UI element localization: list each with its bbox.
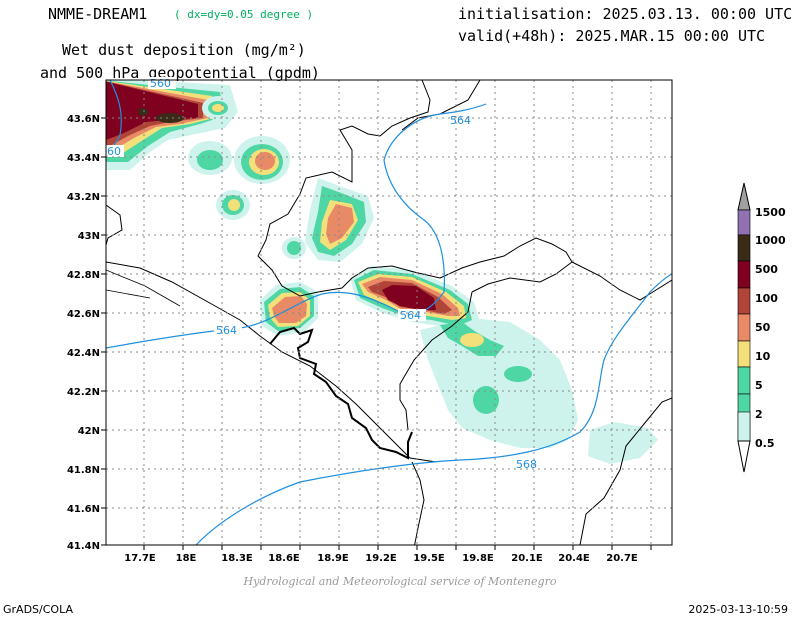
- lon-label: 20.7E: [606, 553, 638, 564]
- map-title-line2: and 500 hPa geopotential (gpdm): [40, 64, 320, 82]
- lon-label: 18.3E: [221, 553, 253, 564]
- colorbar-label: 50: [755, 321, 771, 334]
- contour-label-568: 568: [516, 458, 537, 471]
- colorbar-label: 500: [755, 263, 778, 276]
- lat-label: 43.2N: [67, 192, 100, 203]
- lon-label: 20.1E: [511, 553, 543, 564]
- lon-label: 20.4E: [558, 553, 590, 564]
- map-gridlines: [106, 80, 672, 545]
- lat-label: 42.2N: [67, 387, 100, 398]
- lat-label: 42.6N: [67, 309, 100, 320]
- map-title-line1: Wet dust deposition (mg/m²): [62, 41, 306, 59]
- coastline-and-borders: [106, 80, 672, 545]
- dust-blob-small-2: [234, 136, 290, 184]
- generated-timestamp: 2025-03-13-10:59: [688, 603, 788, 616]
- contour-label-564-west: 564: [216, 324, 237, 337]
- lon-label: 19.5E: [413, 553, 445, 564]
- latitude-axis: 43.6N 43.4N 43.2N 43N 42.8N 42.6N 42.4N …: [67, 114, 106, 552]
- colorbar-label: 2: [755, 408, 763, 421]
- colorbar-top-arrow: [737, 182, 751, 211]
- lat-label: 41.8N: [67, 465, 100, 476]
- contour-label-560: 560: [150, 77, 171, 90]
- lon-label: 18.6E: [268, 553, 300, 564]
- lat-label: 42.8N: [67, 270, 100, 281]
- initialisation-time: initialisation: 2025.03.13. 00:00 UTC: [458, 5, 793, 23]
- contour-label-564-north: 564: [450, 114, 471, 127]
- lat-label: 42N: [78, 426, 100, 437]
- credit-line: Hydrological and Meteorological service …: [243, 575, 557, 588]
- contour-labels: 560 564 60 564 564 568: [106, 77, 542, 471]
- colorbar-label: 1500: [755, 206, 786, 219]
- lon-label: 17.7E: [124, 553, 156, 564]
- colorbar-bottom-arrow: [737, 440, 751, 473]
- colorbar-label: 1000: [755, 234, 786, 247]
- dust-blob-small-1: [188, 141, 232, 175]
- lat-label: 42.4N: [67, 348, 100, 359]
- contour-568: [195, 273, 672, 545]
- valid-time: valid(+48h): 2025.MAR.15 00:00 UTC: [458, 27, 766, 45]
- software-label: GrADS/COLA: [3, 603, 73, 616]
- contour-label-564-center: 564: [400, 309, 421, 322]
- lon-label: 18.9E: [317, 553, 349, 564]
- colorbar-label: 0.5: [755, 437, 775, 450]
- dust-blob-central-north: [282, 178, 374, 262]
- lon-label: 19.8E: [462, 553, 494, 564]
- colorbar-label: 5: [755, 379, 763, 392]
- dust-blob-small-3: [216, 190, 250, 220]
- lat-label: 41.6N: [67, 504, 100, 515]
- lat-label: 43.6N: [67, 114, 100, 125]
- contour-label-60: 60: [107, 145, 121, 158]
- model-name: NMME-DREAM1: [48, 5, 148, 23]
- dust-area-southeast: [420, 318, 658, 464]
- lat-label: 43N: [78, 231, 100, 242]
- colorbar-label: 100: [755, 292, 778, 305]
- lat-label: 43.4N: [67, 153, 100, 164]
- longitude-axis: 17.7E 18E 18.3E 18.6E 18.9E 19.2E 19.5E …: [124, 545, 652, 564]
- lon-label: 19.2E: [365, 553, 397, 564]
- colorbar-label: 10: [755, 350, 771, 363]
- colorbar-legend: 1500 1000 500 100 50 10 5 2 0.5: [737, 182, 786, 473]
- lat-label: 41.4N: [67, 541, 100, 552]
- resolution-note: ( dx=dy=0.05 degree ): [174, 8, 314, 21]
- lon-label: 18E: [176, 553, 197, 564]
